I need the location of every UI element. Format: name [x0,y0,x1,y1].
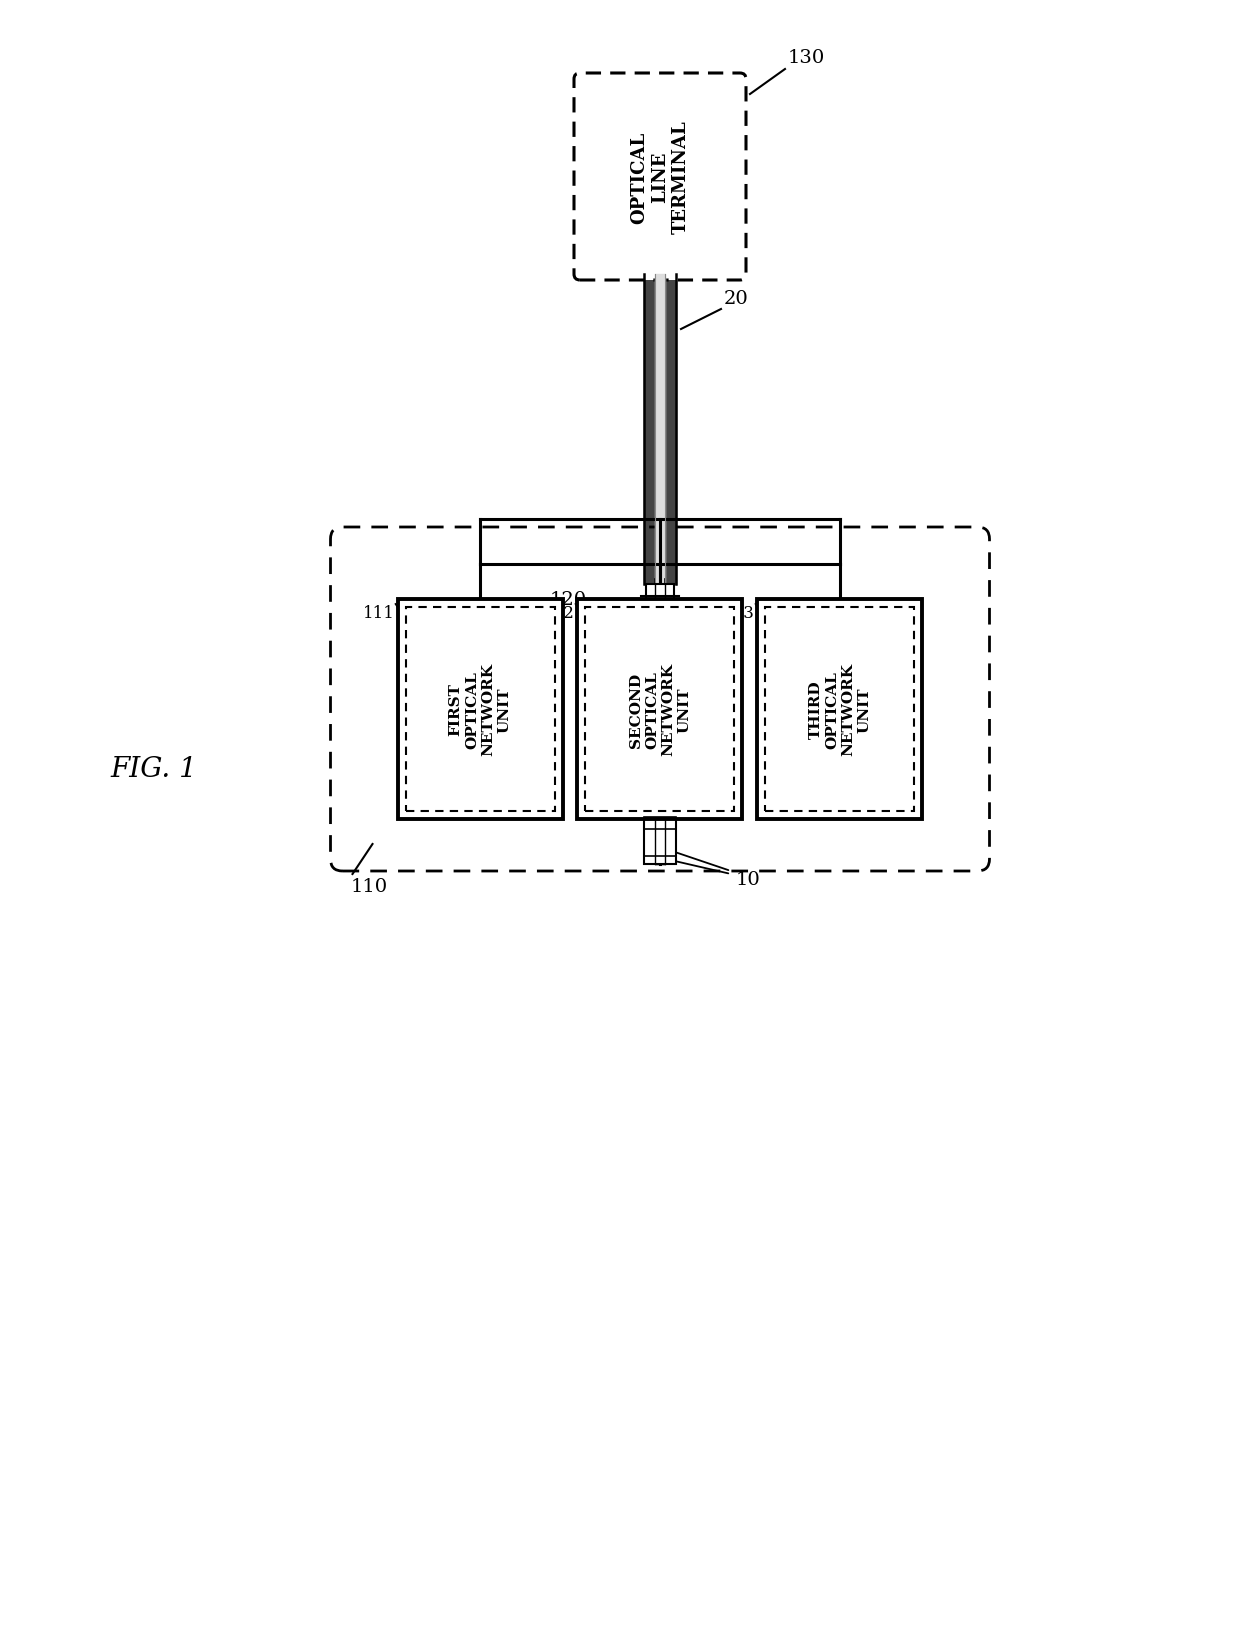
Bar [585,608,734,811]
Text: 10: 10 [737,870,761,888]
Text: 110: 110 [351,877,388,895]
Bar [398,600,563,820]
Text: 112: 112 [543,605,574,621]
Text: 130: 130 [787,49,826,67]
Text: OPTICAL
LINE
TERMINAL: OPTICAL LINE TERMINAL [630,121,689,234]
Bar [578,600,743,820]
Polygon shape [605,759,715,810]
Bar [646,585,675,639]
Bar [758,600,923,820]
Text: 20: 20 [724,290,749,308]
Bar [765,608,914,811]
FancyBboxPatch shape [574,74,746,280]
Text: SECOND
OPTICAL
NETWORK
UNIT: SECOND OPTICAL NETWORK UNIT [629,664,691,756]
Bar [644,810,676,864]
Text: 120: 120 [549,590,587,608]
Text: THIRD
OPTICAL
NETWORK
UNIT: THIRD OPTICAL NETWORK UNIT [808,664,872,756]
Bar [405,608,554,811]
Text: FIG. 1: FIG. 1 [110,756,197,783]
Polygon shape [605,639,715,700]
Bar [615,710,706,749]
Text: 113: 113 [723,605,754,621]
Text: FIRST
OPTICAL
NETWORK
UNIT: FIRST OPTICAL NETWORK UNIT [449,664,511,756]
Bar [605,700,715,759]
Text: 111: 111 [362,605,394,621]
